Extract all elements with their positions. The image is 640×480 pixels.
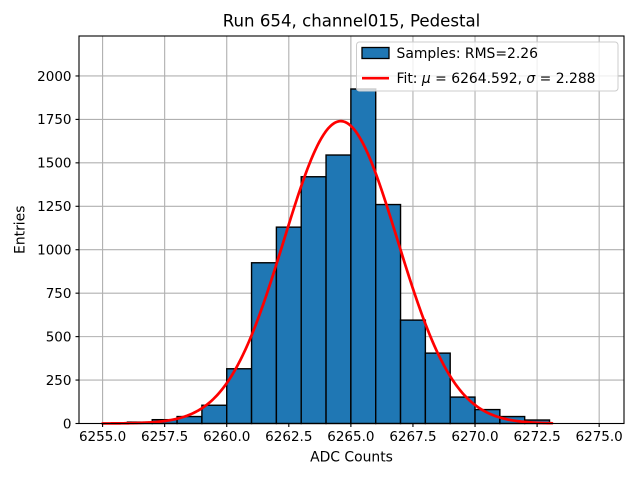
histogram-bars-layer xyxy=(126,88,551,425)
y-tick-label: 1750 xyxy=(37,112,71,128)
fit-curve xyxy=(101,119,554,425)
histogram-bar xyxy=(201,404,228,425)
histogram-bar xyxy=(424,352,451,425)
histogram-bar xyxy=(275,226,302,425)
x-tick-label: 6272.5 xyxy=(513,429,560,445)
y-axis-label: Entries xyxy=(13,206,29,254)
legend-frame xyxy=(356,41,619,92)
fit-curve-layer xyxy=(101,119,554,425)
histogram-bar xyxy=(250,262,278,425)
axes-layer: 6255.0 6257.5 6260.0 6262.5 6265.0 6267.5 6270… xyxy=(37,35,625,445)
legend: Samples: RMS=2.26 Fit: μ = 6264.592, σ = … xyxy=(356,41,619,92)
legend-samples-swatch xyxy=(361,46,390,60)
plot-frame xyxy=(78,35,625,425)
chart-generated-layers: 6255.0 6257.5 6260.0 6262.5 6265.0 6267.5 6270… xyxy=(37,35,625,445)
x-tick-label: 6257.5 xyxy=(141,429,188,445)
legend-fit-label: Fit: μ = 6264.592, σ = 2.288 xyxy=(397,71,596,87)
x-tick-label: 6265.0 xyxy=(327,429,374,445)
histogram-bar xyxy=(300,176,327,425)
x-axis-label: ADC Counts xyxy=(310,450,393,466)
y-tick-label: 1000 xyxy=(37,243,71,259)
y-tick-label: 1500 xyxy=(37,156,71,172)
y-tick-label: 1250 xyxy=(37,199,71,215)
y-tick-label: 500 xyxy=(46,329,72,345)
histogram-bar xyxy=(325,154,352,425)
y-tick-label: 2000 xyxy=(37,69,71,85)
x-tick-label: 6260.0 xyxy=(203,429,250,445)
x-tick-label: 6275.0 xyxy=(576,429,623,445)
histogram-bar xyxy=(399,319,427,425)
histogram-bar xyxy=(375,203,402,425)
y-tick-label: 250 xyxy=(46,373,72,389)
x-tick-label: 6267.5 xyxy=(389,429,436,445)
legend-samples-label: Samples: RMS=2.26 xyxy=(397,46,538,62)
y-tick-label: 750 xyxy=(46,286,72,302)
x-tick-label: 6270.0 xyxy=(451,429,498,445)
chart-title: Run 654, channel015, Pedestal xyxy=(223,12,481,31)
histogram-bar xyxy=(350,88,377,425)
y-tick-label: 0 xyxy=(63,416,72,432)
x-tick-label: 6262.5 xyxy=(265,429,312,445)
x-tick-label: 6255.0 xyxy=(79,429,126,445)
